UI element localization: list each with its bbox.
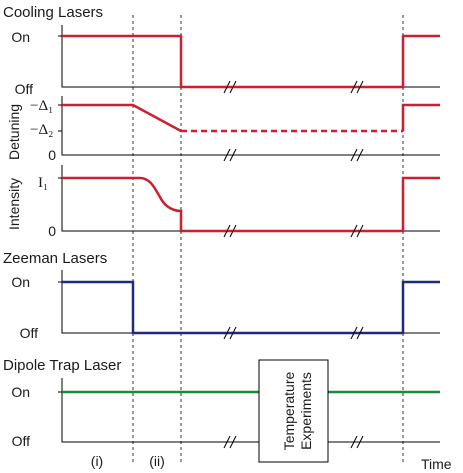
phase-guides xyxy=(132,15,404,465)
intensity-axes xyxy=(58,165,440,232)
dipole-on-tick: On xyxy=(11,384,30,400)
zeeman-trace xyxy=(62,280,440,335)
experiment-label-line: Temperature xyxy=(281,371,297,450)
experiment-label-line: Experiments xyxy=(298,372,314,450)
experiment-box xyxy=(258,359,329,463)
zeeman-title: Zeeman Lasers xyxy=(3,250,107,267)
break-intensity xyxy=(223,224,364,238)
detuning-ylabel: Detuning xyxy=(6,104,22,160)
cooling-trace xyxy=(62,34,440,89)
cooling-title: Cooling Lasers xyxy=(3,4,103,21)
dipole-title: Dipole Trap Laser xyxy=(3,357,121,374)
detuning-tick-d1: −Δ₁ xyxy=(30,98,53,114)
detuning-trace xyxy=(62,103,182,133)
zeeman-off-tick: Off xyxy=(20,325,39,341)
axis-breaks xyxy=(223,80,364,449)
detuning-tick-zero: 0 xyxy=(48,147,56,163)
dipole-axes xyxy=(58,378,440,443)
dipole-off-tick: Off xyxy=(12,433,31,449)
detuning-tick-d2: −Δ₂ xyxy=(30,122,53,138)
intensity-ylabel: Intensity xyxy=(6,178,22,230)
cooling-axes xyxy=(58,25,440,88)
zeeman-axes xyxy=(58,270,440,334)
break-detuning xyxy=(223,148,364,162)
detuning-axes xyxy=(58,96,440,156)
experiment-box-text: TemperatureExperiments xyxy=(281,371,314,450)
intensity-tick-zero: 0 xyxy=(48,223,56,239)
break-cooling xyxy=(223,80,364,94)
break-zeeman xyxy=(223,326,364,340)
intensity-tick-i1: I₁ xyxy=(38,175,48,191)
break-dipole xyxy=(223,435,364,449)
time-label: Time xyxy=(421,456,452,472)
intensity-trace xyxy=(62,176,440,233)
phase-label-ii: (ii) xyxy=(149,453,165,469)
phase-label-i: (i) xyxy=(91,453,103,469)
detuning-restore-trace xyxy=(401,103,440,131)
cooling-on-tick: On xyxy=(11,29,30,45)
zeeman-on-tick: On xyxy=(11,274,30,290)
cooling-off-tick: Off xyxy=(15,81,34,97)
experiment-label: TemperatureExperiments xyxy=(281,371,314,450)
